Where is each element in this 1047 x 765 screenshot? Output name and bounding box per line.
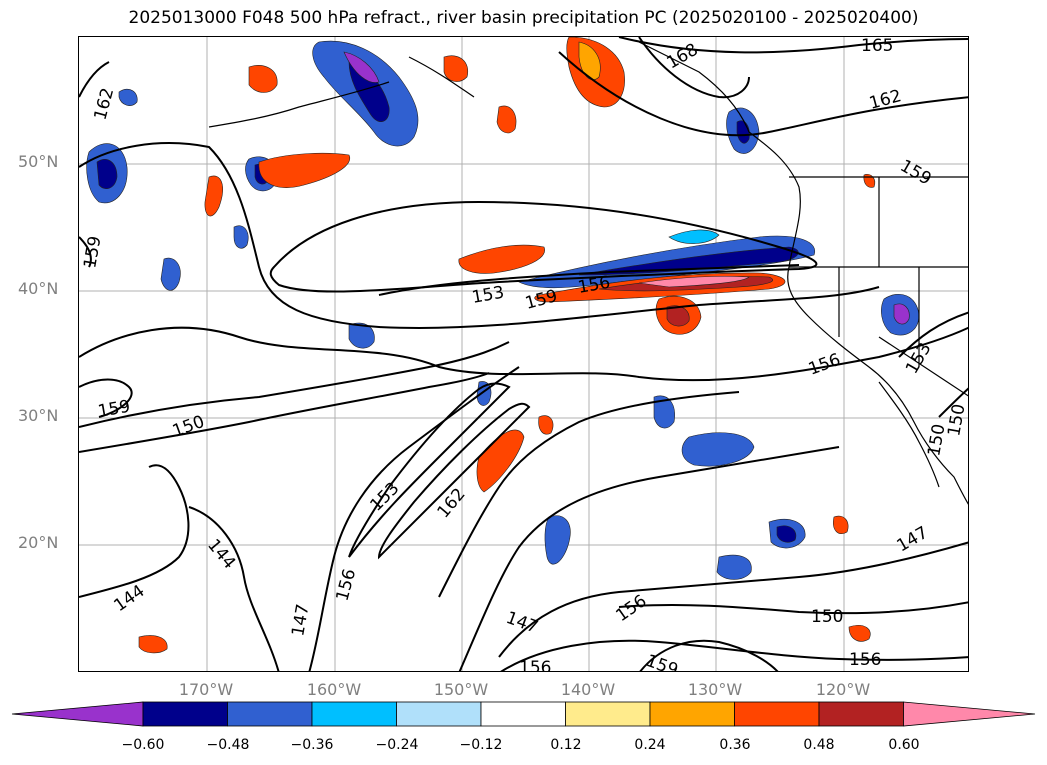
state-border bbox=[789, 176, 968, 397]
contour-144-a bbox=[79, 464, 190, 598]
contour-147-a bbox=[308, 366, 520, 671]
colorbar-segment bbox=[565, 701, 651, 727]
pos-anomaly-midlat-plume bbox=[258, 152, 351, 188]
colorbar-segment bbox=[396, 701, 482, 727]
colorbar-tick: 0.60 bbox=[888, 737, 920, 753]
baja-coast bbox=[878, 381, 940, 488]
colorbar-segment bbox=[227, 701, 313, 727]
colorbar-tick: −0.48 bbox=[206, 737, 250, 753]
colorbar-segment bbox=[311, 701, 397, 727]
pos-anomaly-east-pac bbox=[248, 65, 278, 93]
lon-label-150w: 150°W bbox=[433, 680, 489, 699]
coastlines bbox=[208, 41, 968, 505]
contour-label: 147 bbox=[503, 608, 540, 638]
contour-label: 147 bbox=[288, 602, 313, 637]
contour-159-b bbox=[639, 639, 779, 671]
colorbar-segment bbox=[142, 701, 228, 727]
contour-159-loop2 bbox=[79, 142, 880, 329]
contour-label: 156 bbox=[333, 567, 361, 604]
colorbar-segment bbox=[649, 701, 735, 727]
alaska-coast bbox=[208, 56, 475, 128]
contour-label: 162 bbox=[91, 86, 119, 123]
lat-label-40n: 40°N bbox=[18, 279, 59, 298]
lat-label-20n: 20°N bbox=[18, 533, 59, 552]
contour-label: 147 bbox=[894, 523, 932, 557]
contour-label-layer: 165 168 162 162 159 159 153 159 156 156 … bbox=[80, 37, 969, 672]
north-america-coast bbox=[638, 41, 968, 505]
contour-label: 162 bbox=[434, 484, 470, 522]
neg-anomaly-subtrop bbox=[681, 432, 755, 467]
lat-label-50n: 50°N bbox=[18, 152, 59, 171]
colorbar-segment bbox=[480, 701, 566, 727]
contour-162-plume bbox=[438, 391, 740, 598]
contour-159-w bbox=[79, 236, 92, 268]
colorbar-tick: 0.48 bbox=[803, 737, 835, 753]
contour-165 bbox=[618, 37, 968, 54]
lon-label-140w: 140°W bbox=[560, 680, 616, 699]
contour-156-a bbox=[79, 326, 968, 382]
refractivity-contours bbox=[79, 37, 968, 671]
contour-label: 153 bbox=[366, 478, 403, 515]
colorbar-extend-min bbox=[11, 701, 144, 727]
contour-label: 156 bbox=[612, 591, 650, 626]
colorbar-segment bbox=[734, 701, 820, 727]
contour-label: 150 bbox=[944, 402, 969, 437]
graticule bbox=[79, 37, 968, 671]
contour-159-loop bbox=[269, 200, 818, 293]
colorbar-tick: −0.24 bbox=[375, 737, 419, 753]
contour-label: 153 bbox=[470, 283, 505, 308]
contour-label: 150 bbox=[170, 412, 207, 442]
colorbar-segment bbox=[818, 701, 904, 727]
map-title: 2025013000 F048 500 hPa refract., river … bbox=[128, 8, 919, 28]
colorbar bbox=[11, 701, 1036, 727]
contour-156-b bbox=[500, 639, 968, 671]
contour-label: 153 bbox=[902, 339, 936, 377]
colorbar-tick: −0.36 bbox=[290, 737, 334, 753]
colorbar-tick: 0.36 bbox=[719, 737, 751, 753]
contour-150-b bbox=[79, 372, 490, 453]
contour-147-c bbox=[498, 541, 968, 658]
contour-label: 162 bbox=[867, 86, 904, 114]
contour-label: 165 bbox=[861, 37, 893, 56]
contour-150-a bbox=[79, 341, 510, 428]
lat-label-30n: 30°N bbox=[18, 406, 59, 425]
contour-label: 159 bbox=[897, 156, 935, 190]
contour-label: 156 bbox=[849, 650, 881, 670]
lon-label-160w: 160°W bbox=[306, 680, 362, 699]
contour-label: 159 bbox=[80, 234, 105, 269]
colorbar-extend-max bbox=[903, 701, 1036, 727]
colorbar-tick: 0.12 bbox=[550, 737, 582, 753]
lon-label-170w: 170°W bbox=[178, 680, 234, 699]
contour-144-b bbox=[188, 506, 280, 671]
contour-150-d bbox=[938, 387, 968, 418]
contour-label: 168 bbox=[664, 40, 702, 74]
lon-label-130w: 130°W bbox=[687, 680, 743, 699]
colorbar-tick: −0.60 bbox=[121, 737, 165, 753]
neg-anomaly-purple bbox=[343, 51, 380, 83]
contour-label: 156 bbox=[519, 658, 551, 672]
contour-162-n bbox=[79, 51, 968, 137]
contour-159-sw bbox=[79, 378, 133, 418]
contour-label: 156 bbox=[806, 350, 843, 380]
contour-label: 150 bbox=[811, 607, 843, 627]
contour-147-b bbox=[458, 446, 840, 671]
map-panel: 165 168 162 162 159 159 153 159 156 156 … bbox=[78, 36, 969, 672]
contour-label: 159 bbox=[643, 651, 680, 672]
map-canvas: 165 168 162 162 159 159 153 159 156 156 … bbox=[79, 37, 969, 672]
contour-153-inner bbox=[378, 264, 800, 296]
lon-label-120w: 120°W bbox=[815, 680, 871, 699]
colorbar-tick: −0.12 bbox=[459, 737, 503, 753]
contour-156-tongue bbox=[377, 402, 531, 560]
contour-153-c bbox=[898, 311, 968, 358]
contour-153-tongue bbox=[348, 382, 511, 558]
contour-label: 144 bbox=[203, 535, 239, 573]
colorbar-tick: 0.24 bbox=[634, 737, 666, 753]
contour-label: 159 bbox=[523, 286, 560, 314]
contour-150-c bbox=[618, 601, 968, 615]
contour-168 bbox=[638, 37, 750, 99]
precip-anomaly-fields bbox=[86, 37, 920, 654]
